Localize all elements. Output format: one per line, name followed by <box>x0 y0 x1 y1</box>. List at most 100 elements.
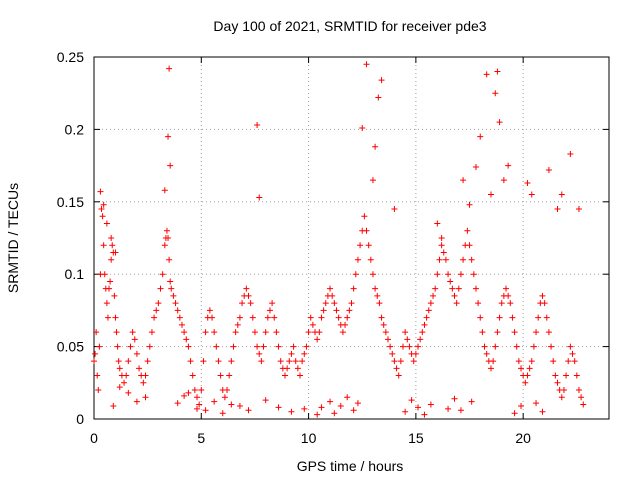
data-point <box>558 191 565 198</box>
data-point <box>528 358 535 365</box>
data-point <box>483 71 490 78</box>
grid-lines <box>94 57 609 419</box>
data-point <box>254 343 261 350</box>
data-point <box>112 314 119 321</box>
data-points <box>91 61 587 418</box>
data-point <box>552 372 559 379</box>
data-point <box>125 389 132 396</box>
data-point <box>496 314 503 321</box>
data-point <box>155 300 162 307</box>
data-point <box>94 372 101 379</box>
data-point <box>176 314 183 321</box>
data-point <box>408 397 415 404</box>
data-point <box>305 329 312 336</box>
data-point <box>288 350 295 357</box>
data-point <box>511 410 518 417</box>
plot-frame <box>93 56 610 420</box>
data-point <box>442 256 449 263</box>
data-point <box>172 300 179 307</box>
data-point <box>273 329 280 336</box>
data-point <box>277 358 284 365</box>
data-point <box>548 343 555 350</box>
data-point <box>103 300 110 307</box>
data-point <box>224 387 231 394</box>
data-point <box>530 343 537 350</box>
data-point <box>243 285 250 292</box>
data-point <box>487 191 494 198</box>
y-tick-label: 0.25 <box>57 49 84 65</box>
data-point <box>191 387 198 394</box>
data-point <box>554 206 561 213</box>
data-point <box>554 379 561 386</box>
data-point <box>372 285 379 292</box>
data-point <box>479 329 486 336</box>
data-point <box>113 329 120 336</box>
data-point <box>133 350 140 357</box>
data-point <box>110 402 117 409</box>
data-point <box>144 358 151 365</box>
data-point <box>178 321 185 328</box>
data-point <box>307 314 314 321</box>
data-point <box>303 343 310 350</box>
data-point <box>384 336 391 343</box>
data-point <box>314 411 321 418</box>
x-tick-label: 10 <box>301 430 317 446</box>
data-point <box>369 177 376 184</box>
data-point <box>209 314 216 321</box>
data-point <box>434 271 441 278</box>
data-point <box>565 358 572 365</box>
data-point <box>361 213 368 220</box>
data-point <box>202 329 209 336</box>
data-point <box>357 242 364 249</box>
data-point <box>427 401 434 408</box>
data-point <box>153 307 160 314</box>
data-point <box>185 343 192 350</box>
data-point <box>121 379 128 386</box>
data-point <box>526 365 533 372</box>
data-point <box>101 271 108 278</box>
data-point <box>103 220 110 227</box>
data-point <box>352 271 359 278</box>
y-tick-label: 0.15 <box>57 194 84 210</box>
data-point <box>481 343 488 350</box>
data-point <box>350 285 357 292</box>
data-point <box>114 343 121 350</box>
data-point <box>91 358 97 365</box>
data-point <box>404 336 411 343</box>
data-point <box>301 405 308 412</box>
data-point <box>108 235 115 241</box>
data-point <box>230 343 237 350</box>
data-point <box>466 201 473 208</box>
data-point <box>239 300 246 307</box>
data-point <box>535 314 542 321</box>
data-point <box>578 394 585 401</box>
data-point <box>472 164 479 171</box>
data-point <box>518 365 525 372</box>
data-point <box>107 278 114 285</box>
data-point <box>539 408 546 415</box>
x-axis-label: GPS time / hours <box>297 458 404 474</box>
data-point <box>123 372 130 379</box>
data-point <box>503 285 509 292</box>
data-point <box>436 256 443 263</box>
data-point <box>322 300 329 307</box>
data-point <box>196 401 203 408</box>
data-point <box>397 358 404 365</box>
data-point <box>316 329 323 336</box>
data-point <box>254 122 261 129</box>
data-point <box>260 343 267 350</box>
data-point <box>98 206 105 213</box>
data-point <box>167 278 174 285</box>
data-point <box>335 314 342 321</box>
y-tick-label: 0 <box>76 411 84 427</box>
data-point <box>116 384 123 391</box>
data-point <box>111 292 118 299</box>
data-point <box>472 285 479 292</box>
data-point <box>425 307 432 314</box>
data-point <box>106 285 113 292</box>
data-point <box>509 314 516 321</box>
data-point <box>438 235 445 241</box>
data-point <box>100 242 107 249</box>
data-point <box>269 300 276 307</box>
data-point <box>466 242 473 249</box>
